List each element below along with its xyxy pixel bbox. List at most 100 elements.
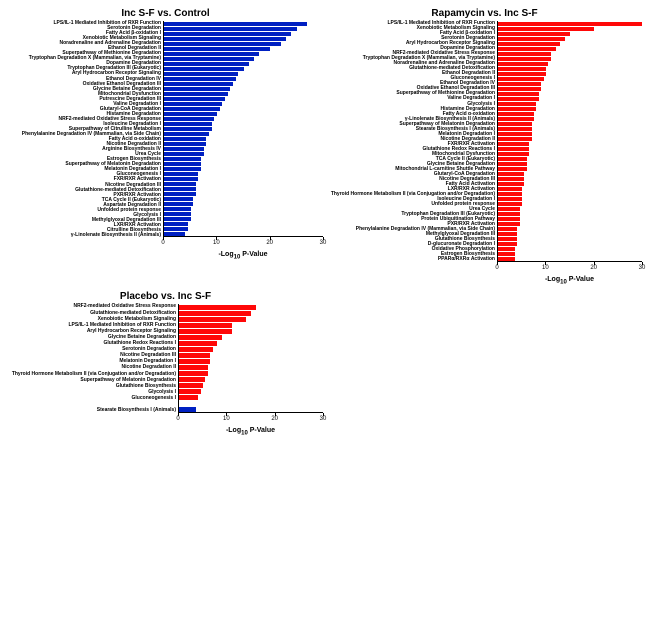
panel-empty	[327, 291, 642, 436]
plot-area	[178, 304, 323, 413]
bar	[498, 72, 546, 76]
bar	[498, 142, 529, 146]
chart-area: NRF2-mediated Oxidative Stress Response G…	[8, 304, 323, 413]
bar	[164, 227, 188, 231]
bar	[164, 117, 214, 121]
bar	[498, 242, 517, 246]
bar	[498, 247, 515, 251]
panel-rapamycin-vs-inc-sf: Rapamycin vs. Inc S-F LPS/IL-1 Mediated I…	[327, 8, 642, 285]
bar	[179, 395, 198, 400]
bar	[498, 217, 520, 221]
bar	[498, 197, 522, 201]
bar	[164, 82, 233, 86]
x-axis: 0102030	[327, 262, 642, 276]
charts-grid: Inc S-F vs. Control LPS/IL-1 Mediated Inh…	[8, 8, 642, 437]
bar	[498, 207, 520, 211]
x-tick-label: 0	[495, 265, 498, 271]
bar	[179, 353, 210, 358]
bar	[179, 377, 205, 382]
category-label: Oxidative Ethanol Degradation III	[8, 82, 163, 86]
x-tick-label: 0	[161, 240, 164, 246]
bar	[164, 147, 204, 151]
bar	[179, 371, 208, 376]
x-axis: 0102030	[8, 413, 323, 427]
bar	[164, 167, 201, 171]
bar	[498, 237, 517, 241]
bar	[164, 187, 196, 191]
bar	[498, 252, 515, 256]
category-label: Glycolysis I	[327, 102, 497, 106]
bar	[164, 222, 188, 226]
bar	[164, 42, 281, 46]
bar	[498, 92, 539, 96]
bar	[179, 383, 203, 388]
bar	[179, 359, 210, 364]
bar	[164, 37, 286, 41]
bar	[179, 347, 213, 352]
category-label: Nicotine Degradation III	[8, 183, 163, 187]
bar	[498, 32, 570, 36]
bar	[164, 177, 198, 181]
x-tick-label: 0	[176, 416, 179, 422]
bar	[498, 37, 565, 41]
bar	[164, 142, 206, 146]
x-axis-title: -Log10 P-Value	[497, 276, 642, 285]
bar	[498, 27, 594, 31]
bar	[164, 232, 185, 236]
bar	[498, 257, 515, 261]
y-axis-labels: LPS/IL-1 Mediated Inhibition of RXR Func…	[327, 21, 497, 262]
bar	[498, 117, 534, 121]
category-label: PPARα/RXRα Activation	[327, 257, 497, 261]
bar	[164, 72, 238, 76]
bar	[164, 92, 228, 96]
bar	[164, 152, 204, 156]
category-label: Histamine Degradation	[327, 107, 497, 111]
bar	[164, 122, 212, 126]
bar	[164, 207, 191, 211]
category-label: Glutathione-mediated Detoxification	[8, 311, 178, 316]
bar	[179, 305, 256, 310]
bar	[498, 137, 532, 141]
bar	[179, 365, 208, 370]
bar	[164, 162, 201, 166]
category-label: Xenobiotic Metabolism Signaling	[8, 317, 178, 322]
category-label: Aryl Hydrocarbon Receptor Signaling	[8, 71, 163, 75]
bar	[164, 127, 212, 131]
category-label: LPS/IL-1 Mediated Inhibition of RXR Func…	[8, 323, 178, 328]
bar	[498, 127, 532, 131]
bar	[179, 335, 222, 340]
bar	[164, 112, 217, 116]
bar	[498, 52, 551, 56]
bar	[498, 107, 536, 111]
bar	[498, 157, 527, 161]
category-label: Glycine Betaine Degradation	[8, 87, 163, 91]
x-tick-label: 30	[320, 416, 327, 422]
x-tick-label: 20	[271, 416, 278, 422]
chart-title: Inc S-F vs. Control	[8, 8, 323, 19]
x-tick-label: 10	[542, 265, 549, 271]
bar	[164, 77, 236, 81]
bar	[164, 157, 201, 161]
bar	[498, 187, 522, 191]
x-tick-label: 30	[320, 240, 327, 246]
bar	[498, 122, 532, 126]
bar	[498, 57, 551, 61]
bars-container	[164, 21, 323, 236]
category-label: Nicotine Degradation II	[8, 365, 178, 370]
bar	[498, 172, 524, 176]
chart-title: Rapamycin vs. Inc S-F	[327, 8, 642, 19]
bar	[498, 112, 534, 116]
bar	[498, 177, 524, 181]
bars-container	[498, 21, 642, 261]
bar	[498, 232, 517, 236]
bar	[164, 137, 206, 141]
bar	[179, 341, 217, 346]
category-label: NRF2-mediated Oxidative Stress Response	[8, 304, 178, 309]
bar	[498, 227, 517, 231]
bar	[164, 57, 254, 61]
chart-area: LPS/IL-1 Mediated Inhibition of RXR Func…	[8, 21, 323, 237]
bar	[164, 67, 244, 71]
bar	[498, 62, 548, 66]
x-tick-label: 30	[639, 265, 646, 271]
category-label: Ethanol Degradation IV	[8, 77, 163, 81]
